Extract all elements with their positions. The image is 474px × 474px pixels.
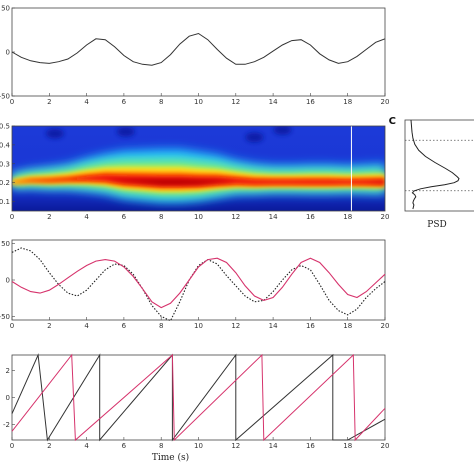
- y-tick-label: 0.5: [0, 123, 10, 131]
- x-tick-label: 18: [343, 98, 352, 106]
- x-tick-label: 0: [10, 98, 14, 106]
- x-tick-label: 12: [231, 322, 240, 330]
- y-tick-label: -50: [0, 93, 10, 101]
- x-tick-label: 2: [47, 213, 51, 221]
- x-tick-label: 4: [84, 322, 89, 330]
- heatmap-low-spot: [245, 132, 264, 143]
- psd-series-line: [410, 119, 460, 210]
- y-tick-label: 0.4: [0, 141, 11, 149]
- x-tick-label: 12: [231, 213, 240, 221]
- x-tick-label: 14: [269, 98, 278, 106]
- x-tick-label: 6: [122, 98, 127, 106]
- x-tick-label: 10: [194, 322, 203, 330]
- x-tick-label: 6: [122, 322, 127, 330]
- pink-series-line: [11, 257, 386, 309]
- phase-series-dark: [11, 353, 386, 442]
- heatmap-area: [12, 126, 385, 211]
- x-tick-label: 0: [10, 213, 14, 221]
- x-tick-label: 4: [84, 98, 89, 106]
- x-tick-label: 8: [159, 98, 163, 106]
- x-tick-label: 20: [381, 322, 390, 330]
- plot-frame-b: [11, 125, 386, 212]
- x-tick-label: 16: [306, 98, 315, 106]
- x-tick-label: 20: [381, 98, 390, 106]
- x-tick-label: 14: [269, 322, 278, 330]
- x-tick-label: 10: [194, 98, 203, 106]
- phase-series-pink: [11, 353, 386, 442]
- x-tick-label: 16: [306, 213, 315, 221]
- y-tick-label: 0.3: [0, 160, 10, 168]
- time-axis-label: Time (s): [152, 452, 189, 463]
- x-tick-label: 8: [159, 213, 163, 221]
- x-tick-label: 0: [10, 442, 14, 450]
- psd-axis-label: PSD: [427, 220, 446, 230]
- y-tick-label: 50: [1, 240, 10, 248]
- plot-frame-a: [11, 7, 386, 97]
- heatmap-band-darkred: [12, 178, 385, 185]
- plot-frame-c: [404, 119, 474, 212]
- x-tick-label: 0: [10, 322, 14, 330]
- heatmap-low-spot: [45, 128, 64, 139]
- x-tick-label: 10: [194, 442, 203, 450]
- signal-series-line: [11, 32, 386, 66]
- x-tick-label: 2: [47, 442, 51, 450]
- x-tick-label: 12: [231, 442, 240, 450]
- x-tick-label: 8: [159, 322, 163, 330]
- x-tick-label: 14: [269, 442, 278, 450]
- y-tick-label: 0.1: [0, 198, 10, 206]
- plot-frame-d: [11, 239, 386, 321]
- x-tick-label: 16: [306, 322, 315, 330]
- x-tick-label: 6: [122, 442, 127, 450]
- x-tick-label: 20: [381, 442, 390, 450]
- x-tick-label: 14: [269, 213, 278, 221]
- y-tick-label: -50: [0, 313, 10, 321]
- x-tick-label: 18: [343, 442, 352, 450]
- heatmap-low-spot: [116, 126, 135, 137]
- x-tick-label: 8: [159, 442, 163, 450]
- x-tick-label: 2: [47, 322, 51, 330]
- y-tick-label: 50: [1, 5, 10, 13]
- y-tick-label: 0.2: [0, 179, 10, 187]
- x-tick-label: 18: [343, 213, 352, 221]
- panel-label-c: C: [389, 116, 396, 127]
- heatmap-low-spot: [273, 126, 292, 135]
- x-tick-label: 6: [122, 213, 127, 221]
- y-tick-label: 0: [6, 277, 10, 285]
- plot-frame-e: [11, 354, 386, 441]
- y-tick-label: 0: [6, 49, 10, 57]
- x-tick-label: 20: [381, 213, 390, 221]
- x-tick-label: 4: [84, 213, 89, 221]
- y-tick-label: 0: [6, 394, 10, 402]
- x-tick-label: 16: [306, 442, 315, 450]
- dotted-series-line: [11, 247, 386, 322]
- y-tick-label: 2: [6, 367, 10, 375]
- y-tick-label: -2: [3, 421, 10, 429]
- x-tick-label: 12: [231, 98, 240, 106]
- x-tick-label: 10: [194, 213, 203, 221]
- x-tick-label: 4: [84, 442, 89, 450]
- x-tick-label: 18: [343, 322, 352, 330]
- x-tick-label: 2: [47, 98, 51, 106]
